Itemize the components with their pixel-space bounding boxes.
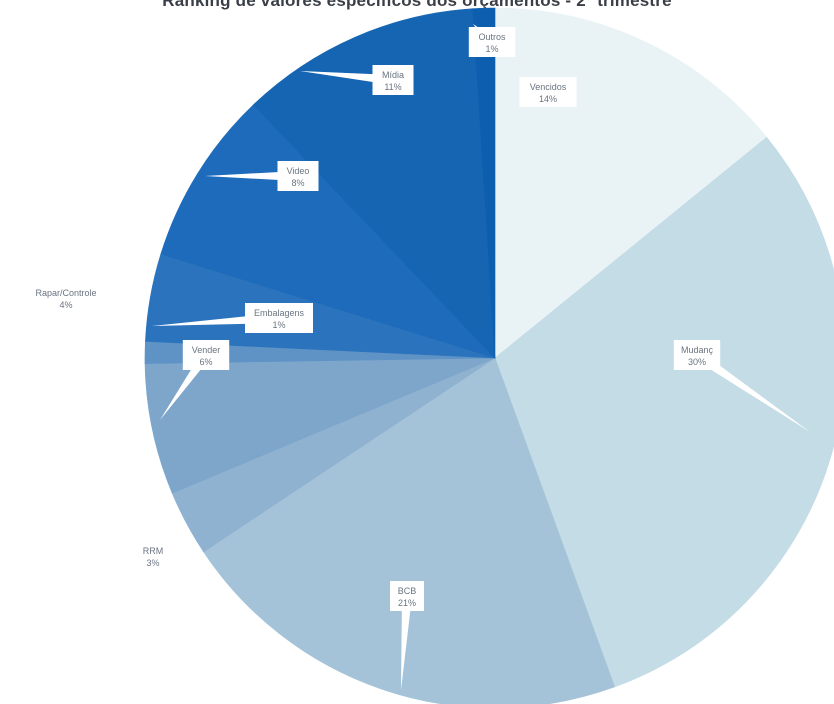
slice-label-outros: Outros 1%	[468, 24, 516, 57]
slice-label-midia: Mídia 11%	[300, 65, 414, 95]
label-box	[277, 161, 319, 191]
label-box	[519, 77, 577, 107]
slice-name: Vender	[192, 345, 221, 355]
slice-percent: 1%	[485, 44, 498, 54]
slice-percent: 11%	[384, 82, 401, 92]
pie-slices	[144, 7, 834, 704]
chart-title: Ranking de valores específicos dos orçam…	[162, 0, 672, 10]
label-box	[245, 303, 313, 333]
slice-name: Outros	[478, 32, 506, 42]
slice-label-bcb: BCB 21%	[390, 581, 424, 690]
slice-percent: 4%	[59, 300, 72, 310]
slice-name: Rapar/Controle	[35, 288, 96, 298]
slice-labels: Vencidos 14% Mudanç 30% BCB 21% RRM 3% Vender 6% E…	[21, 24, 810, 690]
label-box	[673, 340, 721, 370]
slice-name: BCB	[398, 586, 417, 596]
slice-percent: 14%	[539, 94, 557, 104]
slice-name: Mídia	[382, 70, 404, 80]
label-box	[21, 283, 111, 313]
label-pointer	[205, 171, 298, 181]
pie-slice-vender	[144, 357, 496, 494]
pie-slice-mudanc	[494, 136, 834, 688]
label-box	[372, 65, 414, 95]
slice-label-rapar-controle: Rapar/Controle 4%	[21, 283, 111, 313]
slice-percent: 30%	[688, 357, 706, 367]
label-pointer	[401, 595, 412, 690]
label-box	[390, 581, 424, 611]
label-box	[136, 541, 170, 571]
slice-percent: 21%	[398, 598, 416, 608]
slice-label-vencidos: Vencidos 14%	[519, 77, 577, 107]
slice-label-video: Video 8%	[205, 161, 319, 191]
slice-percent: 6%	[199, 357, 212, 367]
label-pointer	[694, 350, 810, 432]
pie-slice-bcb	[203, 357, 616, 704]
label-box	[468, 27, 516, 57]
slice-percent: 1%	[272, 320, 285, 330]
slice-name: RRM	[143, 546, 164, 556]
label-box	[182, 340, 230, 370]
label-pointer	[300, 71, 394, 85]
slice-percent: 8%	[291, 178, 304, 188]
slice-percent: 3%	[146, 558, 159, 568]
slice-label-mudanc: Mudanç 30%	[673, 340, 810, 432]
pie-slice-outros	[472, 7, 496, 359]
pie-slice-midia	[253, 8, 496, 359]
slice-label-embalagens: Embalagens 1%	[152, 303, 313, 333]
slice-name: Vencidos	[530, 82, 567, 92]
slice-label-vender: Vender 6%	[160, 340, 230, 420]
slice-label-rrm: RRM 3%	[136, 541, 170, 571]
slice-name: Embalagens	[254, 308, 305, 318]
slice-name: Video	[287, 166, 310, 176]
slice-name: Mudanç	[681, 345, 714, 355]
pie-slice-video	[160, 104, 497, 359]
